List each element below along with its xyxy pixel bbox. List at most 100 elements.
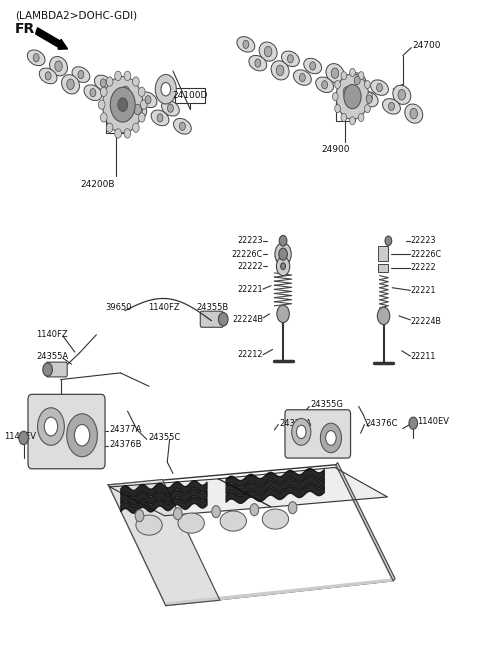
Ellipse shape: [84, 85, 102, 101]
Circle shape: [112, 97, 118, 106]
Circle shape: [157, 114, 163, 122]
Circle shape: [141, 100, 147, 110]
Circle shape: [180, 122, 185, 130]
FancyBboxPatch shape: [28, 394, 105, 469]
Text: FR.: FR.: [15, 22, 41, 36]
Ellipse shape: [348, 73, 366, 88]
Circle shape: [43, 363, 52, 376]
Polygon shape: [336, 463, 395, 581]
Ellipse shape: [360, 91, 378, 107]
Circle shape: [100, 79, 106, 87]
Circle shape: [115, 129, 121, 138]
Circle shape: [292, 419, 311, 446]
Circle shape: [398, 89, 406, 100]
Ellipse shape: [338, 83, 356, 101]
Circle shape: [67, 414, 97, 457]
Text: 24355C: 24355C: [148, 433, 180, 442]
Ellipse shape: [316, 77, 334, 93]
Circle shape: [279, 235, 287, 246]
FancyArrow shape: [36, 28, 68, 49]
Text: 24200B: 24200B: [80, 180, 115, 189]
Text: 24377A: 24377A: [279, 419, 312, 427]
Circle shape: [321, 423, 341, 453]
Ellipse shape: [107, 93, 124, 109]
Circle shape: [173, 507, 182, 519]
FancyBboxPatch shape: [200, 311, 223, 327]
Circle shape: [332, 93, 338, 101]
Circle shape: [45, 72, 51, 80]
Ellipse shape: [39, 68, 57, 84]
Circle shape: [410, 108, 418, 119]
Circle shape: [281, 263, 286, 269]
Text: 22223: 22223: [410, 237, 436, 245]
Ellipse shape: [271, 60, 289, 80]
Circle shape: [336, 74, 369, 120]
Circle shape: [67, 79, 74, 89]
Bar: [378, 246, 388, 261]
Circle shape: [55, 61, 62, 71]
Circle shape: [288, 501, 297, 513]
Ellipse shape: [72, 67, 90, 83]
Ellipse shape: [136, 515, 162, 535]
Circle shape: [335, 105, 340, 113]
Text: 22221: 22221: [410, 286, 436, 295]
Circle shape: [134, 104, 142, 115]
Circle shape: [124, 129, 131, 138]
Text: 22221: 22221: [238, 284, 263, 294]
Circle shape: [276, 257, 290, 276]
Text: 22222: 22222: [410, 263, 436, 272]
Ellipse shape: [304, 58, 322, 74]
Circle shape: [325, 431, 336, 446]
Circle shape: [250, 503, 259, 515]
Circle shape: [341, 114, 347, 122]
Ellipse shape: [49, 56, 68, 76]
Circle shape: [377, 307, 390, 325]
Circle shape: [110, 87, 135, 122]
Polygon shape: [166, 579, 395, 605]
Text: 1140FZ: 1140FZ: [148, 302, 180, 312]
Text: 24700: 24700: [412, 41, 441, 50]
Circle shape: [74, 425, 90, 446]
Ellipse shape: [262, 509, 288, 529]
Text: 1140EV: 1140EV: [4, 432, 36, 441]
Circle shape: [341, 72, 347, 80]
Bar: [106, 110, 124, 133]
Ellipse shape: [178, 513, 204, 533]
Circle shape: [331, 68, 339, 79]
Ellipse shape: [281, 51, 300, 67]
Text: 22226C: 22226C: [410, 250, 442, 259]
Ellipse shape: [139, 92, 157, 108]
Ellipse shape: [393, 85, 411, 104]
Circle shape: [132, 77, 139, 86]
Circle shape: [44, 417, 58, 436]
Text: 24376B: 24376B: [110, 440, 142, 449]
Circle shape: [156, 75, 176, 104]
Circle shape: [409, 417, 418, 429]
Circle shape: [277, 305, 289, 323]
Circle shape: [90, 89, 96, 97]
Ellipse shape: [326, 64, 344, 83]
FancyBboxPatch shape: [46, 362, 67, 377]
Bar: [378, 263, 388, 271]
Circle shape: [243, 40, 249, 48]
Circle shape: [297, 425, 306, 439]
Ellipse shape: [61, 75, 80, 94]
Text: 22212: 22212: [238, 350, 263, 360]
Circle shape: [106, 77, 113, 86]
Circle shape: [385, 236, 392, 245]
Circle shape: [98, 100, 105, 110]
Circle shape: [344, 85, 361, 109]
Circle shape: [19, 431, 28, 445]
Circle shape: [349, 117, 355, 125]
Circle shape: [388, 102, 395, 110]
Text: 24100D: 24100D: [172, 91, 208, 99]
Circle shape: [366, 95, 372, 103]
Circle shape: [255, 59, 261, 67]
Circle shape: [275, 243, 291, 265]
Text: 22223: 22223: [238, 237, 263, 245]
Ellipse shape: [371, 80, 388, 95]
Ellipse shape: [117, 82, 134, 101]
Circle shape: [138, 87, 145, 97]
Ellipse shape: [383, 99, 400, 114]
Circle shape: [135, 509, 144, 521]
